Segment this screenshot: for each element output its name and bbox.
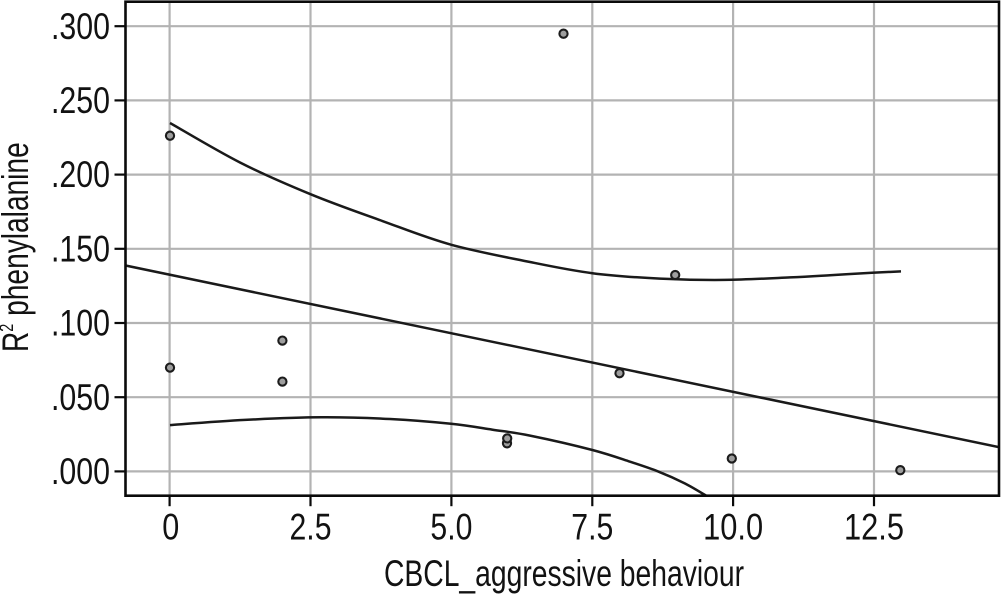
svg-text:R2 phenylalanine: R2 phenylalanine bbox=[0, 142, 36, 352]
svg-text:7.5: 7.5 bbox=[571, 507, 613, 548]
svg-text:.200: .200 bbox=[51, 154, 110, 195]
svg-text:.050: .050 bbox=[51, 377, 110, 418]
svg-text:.100: .100 bbox=[51, 303, 110, 344]
svg-text:.250: .250 bbox=[51, 80, 110, 121]
svg-text:5.0: 5.0 bbox=[430, 507, 472, 548]
svg-text:.150: .150 bbox=[51, 228, 110, 269]
svg-text:.300: .300 bbox=[51, 6, 110, 47]
svg-text:12.5: 12.5 bbox=[844, 507, 904, 548]
svg-text:.000: .000 bbox=[51, 451, 110, 492]
svg-text:0: 0 bbox=[162, 507, 179, 548]
svg-text:CBCL_aggressive behaviour: CBCL_aggressive behaviour bbox=[384, 553, 744, 594]
svg-text:10.0: 10.0 bbox=[703, 507, 763, 548]
svg-text:2.5: 2.5 bbox=[290, 507, 332, 548]
